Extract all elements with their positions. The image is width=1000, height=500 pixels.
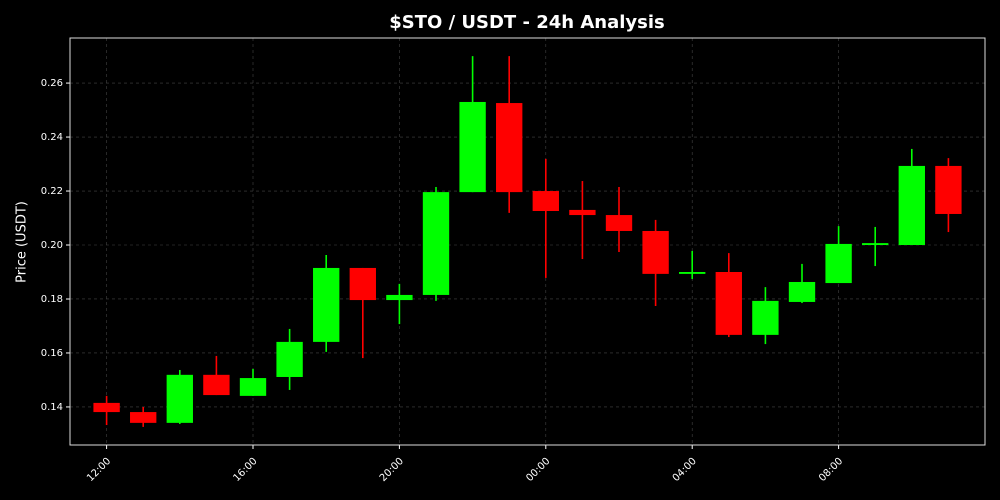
candle-body	[898, 165, 925, 246]
y-tick-label: 0.14	[41, 402, 63, 413]
candle-body	[752, 300, 779, 335]
y-tick-label: 0.24	[41, 132, 63, 143]
y-tick-label: 0.22	[41, 186, 63, 197]
candle-body	[679, 271, 706, 274]
candle-body	[496, 103, 523, 193]
candle-body	[386, 294, 413, 301]
candle-body	[93, 402, 120, 413]
candle-body	[313, 267, 340, 342]
candle-body	[422, 192, 450, 295]
candle-body	[532, 191, 559, 212]
candle-body	[276, 341, 303, 377]
candle-body	[605, 215, 633, 231]
candle-body	[825, 243, 852, 284]
candle-body	[569, 209, 596, 216]
candle-body	[239, 378, 267, 396]
plot-frame	[69, 37, 986, 446]
candle-body	[935, 165, 962, 214]
y-tick-label: 0.18	[41, 294, 63, 305]
candle-body	[203, 374, 230, 396]
candle-body	[642, 230, 669, 274]
candle-body	[349, 267, 376, 301]
candle-body	[459, 101, 486, 193]
y-tick-label: 0.26	[41, 78, 63, 89]
candle-body	[788, 281, 816, 302]
candle-body	[130, 412, 157, 423]
y-tick-label: 0.20	[41, 240, 63, 251]
y-axis-label: Price (USDT)	[15, 201, 30, 283]
y-tick-label: 0.16	[41, 348, 63, 359]
candle-body	[166, 374, 193, 423]
chart-title: $STO / USDT - 24h Analysis	[389, 12, 665, 33]
candle-body	[862, 243, 889, 246]
candle-body	[715, 271, 742, 335]
